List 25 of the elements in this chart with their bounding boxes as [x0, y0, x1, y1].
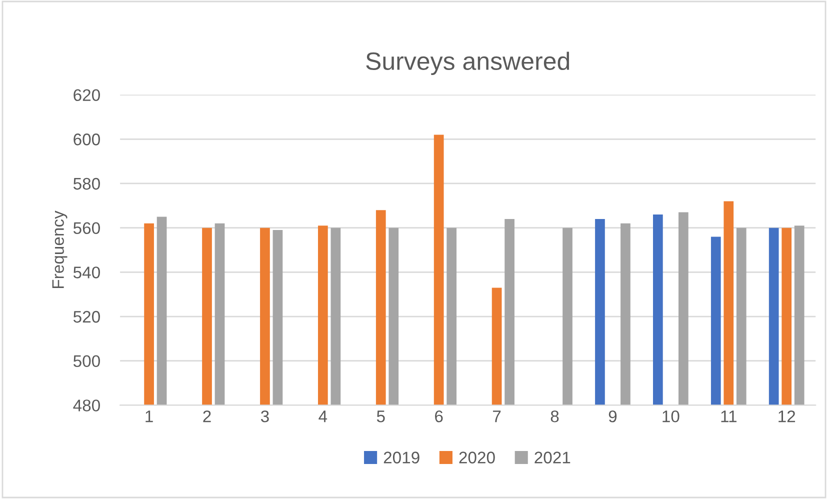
x-tick-label: 2 [203, 410, 211, 422]
y-tick-label: 580 [73, 178, 100, 190]
x-tick-label: 11 [721, 410, 736, 422]
x-tick-label: 5 [376, 410, 385, 422]
legend-label: 2021 [534, 452, 570, 464]
chart-title: Surveys answered [366, 52, 570, 75]
x-tick-label: 7 [493, 410, 501, 422]
y-tick-label: 560 [73, 222, 100, 234]
x-tick-label: 12 [778, 410, 796, 422]
y-tick-label: 540 [73, 266, 100, 278]
x-tick-label: 1 [146, 410, 153, 422]
y-tick-label: 620 [74, 89, 100, 102]
x-tick-label: 6 [435, 410, 443, 422]
x-tick-label: 10 [662, 410, 680, 422]
y-tick-label: 520 [73, 310, 100, 323]
x-tick-label: 3 [260, 410, 269, 422]
y-axis-title: Frequency [52, 210, 68, 288]
legend-label: 2019 [384, 452, 420, 464]
legend-label: 2020 [459, 452, 495, 464]
y-tick-label: 500 [73, 355, 100, 368]
x-tick-label: 8 [550, 410, 559, 422]
y-tick-label: 480 [73, 400, 100, 412]
x-tick-label: 4 [318, 410, 328, 422]
y-tick-label: 600 [74, 134, 100, 146]
x-tick-label: 9 [608, 410, 617, 422]
